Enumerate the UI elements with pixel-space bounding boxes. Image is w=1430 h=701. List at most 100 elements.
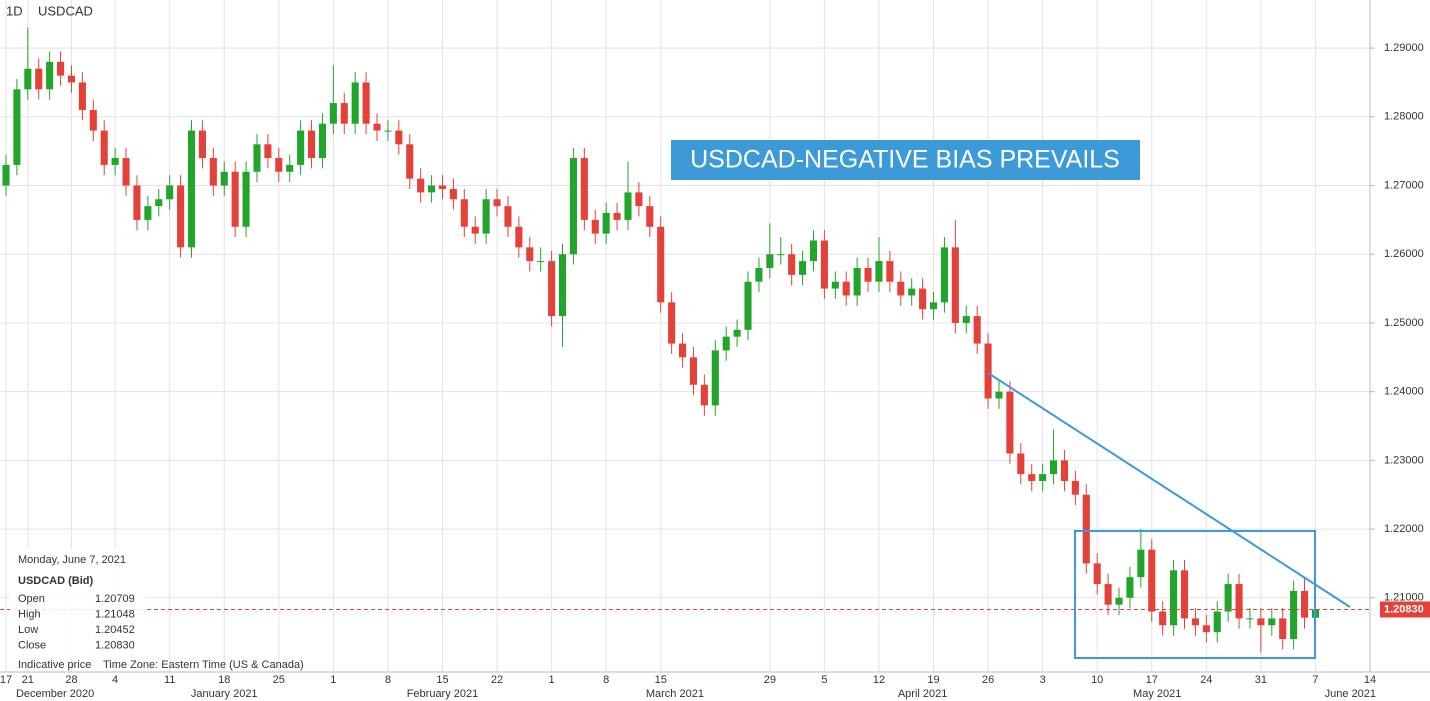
info-date: Monday, June 7, 2021	[18, 554, 126, 566]
candle-body	[548, 261, 556, 317]
info-timezone: Time Zone: Eastern Time (US & Canada)	[103, 659, 304, 671]
interval: 1D	[6, 3, 23, 18]
candle-body	[166, 185, 174, 200]
candle-body	[1093, 563, 1101, 585]
candle-body	[875, 261, 883, 282]
x-month-label: June 2021	[1325, 688, 1376, 700]
y-tick-label: 1.29000	[1384, 42, 1424, 54]
candle-body	[144, 206, 152, 220]
candle-body	[493, 199, 501, 207]
candle-body	[286, 164, 294, 172]
candle-body	[624, 192, 632, 220]
candle-body	[1235, 584, 1243, 619]
x-tick-label: 28	[65, 674, 77, 686]
x-tick-label: 7	[1312, 674, 1318, 686]
candle-body	[678, 343, 687, 358]
y-tick-label: 1.21000	[1384, 592, 1424, 604]
candle-body	[351, 82, 359, 124]
candle-body	[1017, 453, 1025, 475]
candle-body	[177, 185, 185, 248]
candle-body	[1246, 618, 1254, 620]
candle-body	[1071, 480, 1079, 495]
candle-body	[209, 158, 217, 186]
info-value: 1.21048	[95, 608, 135, 620]
info-key: Low	[18, 624, 38, 636]
candle-body	[89, 109, 97, 131]
candle-body	[1126, 577, 1134, 598]
candle-body	[198, 130, 206, 159]
candle-body	[668, 302, 676, 344]
overlay: USDCAD-NEGATIVE BIAS PREVAILS 1D USDCAD	[0, 3, 1370, 659]
x-tick-label: 22	[491, 674, 503, 686]
candle-body	[264, 144, 272, 159]
x-tick-label: 14	[1364, 674, 1376, 686]
candle-body	[700, 384, 708, 406]
candle-body	[1268, 618, 1276, 626]
candle-body	[449, 188, 457, 200]
x-tick-label: 5	[821, 674, 827, 686]
candle-body	[78, 82, 86, 110]
x-tick-label: 15	[436, 674, 448, 686]
x-tick-label: 15	[655, 674, 667, 686]
y-tick-label: 1.27000	[1384, 179, 1424, 191]
candle-body	[46, 61, 54, 90]
candle-body	[187, 130, 196, 248]
x-tick-label: 1	[330, 674, 336, 686]
candle-body	[1224, 584, 1232, 612]
candle-body	[111, 158, 119, 165]
candle-body	[242, 171, 250, 227]
candle-body	[853, 267, 861, 296]
candle-body	[504, 206, 512, 227]
candle-body	[35, 68, 43, 90]
candle-body	[755, 267, 763, 282]
x-month-label: February 2021	[407, 688, 479, 700]
x-tick-label: 17	[1146, 674, 1158, 686]
candle-body	[537, 261, 545, 263]
candle-body	[1148, 549, 1156, 612]
candle-body	[1279, 618, 1287, 640]
x-month-label: December 2020	[16, 688, 94, 700]
candle-body	[417, 178, 425, 193]
candle-body	[558, 254, 567, 317]
candle-body	[809, 240, 818, 262]
candle-body	[395, 130, 403, 145]
candle-body	[318, 123, 326, 159]
info-bg	[10, 548, 145, 658]
candle-body	[155, 199, 163, 207]
x-tick-label: 8	[603, 674, 609, 686]
x-tick-label: 29	[764, 674, 776, 686]
x-tick-label: 12	[873, 674, 885, 686]
candle-body	[1006, 391, 1014, 454]
last-price-box	[1380, 601, 1430, 618]
x-tick-label: 24	[1200, 674, 1212, 686]
y-tick-label: 1.26000	[1384, 248, 1424, 260]
candle-body	[2, 164, 10, 186]
x-tick-label: 25	[273, 674, 285, 686]
x-tick-label: 17	[0, 674, 12, 686]
candle-body	[482, 199, 490, 234]
candle-body	[1082, 494, 1090, 564]
candle-body	[820, 240, 828, 289]
candle-body	[973, 316, 981, 344]
x-tick-label: 4	[112, 674, 118, 686]
candle-body	[580, 158, 588, 220]
candle-body	[602, 213, 610, 234]
y-tick-label: 1.25000	[1384, 317, 1424, 329]
symbol: USDCAD	[38, 3, 93, 18]
candle-body	[1257, 618, 1265, 626]
candle-body	[406, 144, 414, 179]
candle-body	[460, 199, 468, 227]
candle-body	[13, 89, 21, 165]
candle-body	[733, 329, 741, 337]
candle-body	[864, 267, 872, 282]
candle-body	[777, 254, 785, 256]
x-tick-label: 11	[164, 674, 175, 686]
candle-body	[67, 75, 76, 83]
candle-body	[744, 281, 752, 330]
candle-body	[1028, 474, 1036, 481]
candle-body	[657, 226, 665, 303]
candle-body	[929, 302, 938, 310]
candle-body	[1180, 570, 1189, 619]
candle-body	[1039, 474, 1047, 481]
